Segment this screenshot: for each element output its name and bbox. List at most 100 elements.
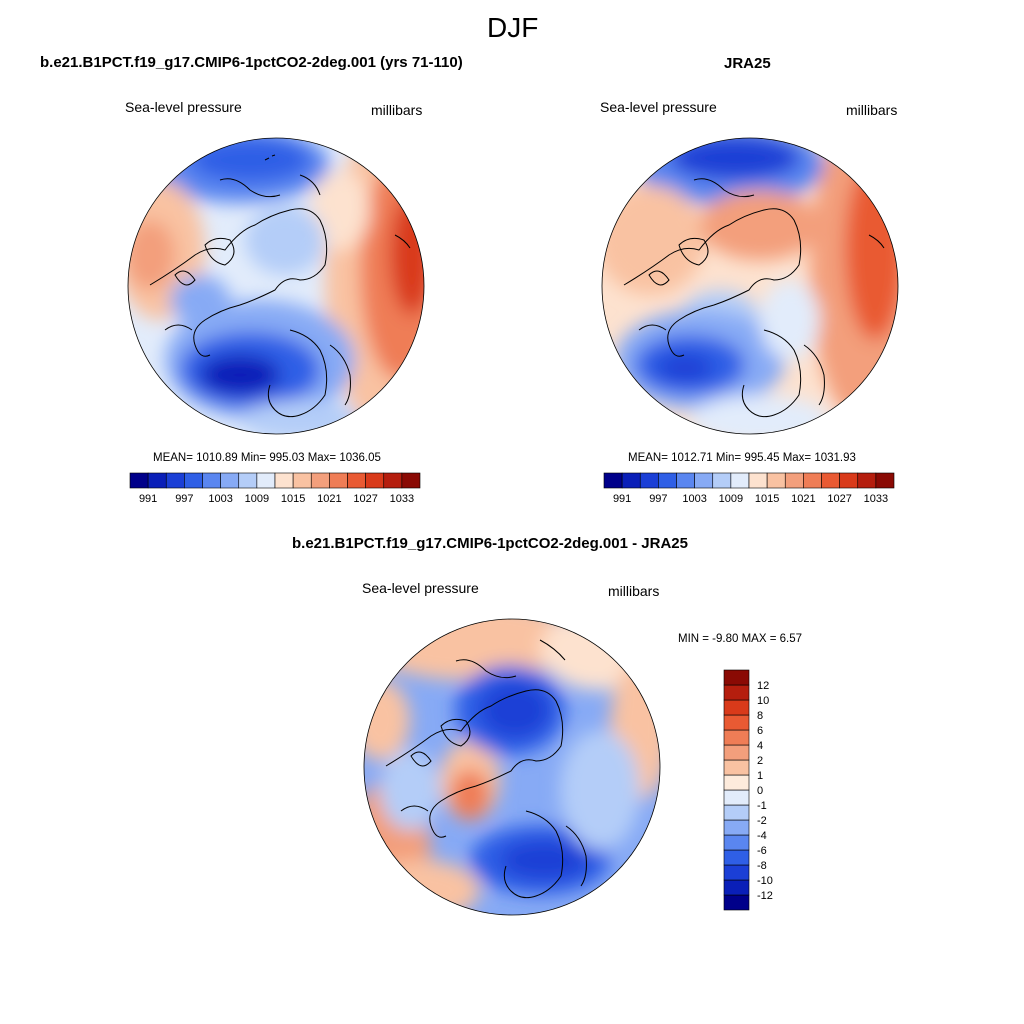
diff-colorbar-swatch	[723, 804, 750, 821]
obs-colorbar-label: 1009	[719, 493, 743, 505]
diff-colorbar-swatch	[723, 789, 750, 806]
model-colorbar-label: 1009	[245, 493, 269, 505]
diff-colorbar-swatch	[723, 684, 750, 701]
obs-colorbar-swatch	[875, 472, 895, 489]
obs-colorbar-swatch	[784, 472, 804, 489]
diff-colorbar-swatch	[723, 699, 750, 716]
obs-colorbar-swatch	[821, 472, 840, 489]
page-title: DJF	[487, 12, 539, 43]
obs-colorbar-swatch	[766, 472, 786, 489]
model-colorbar-label: 1003	[208, 493, 232, 505]
obs-colorbar-swatch	[639, 472, 659, 489]
obs-colorbar-swatch	[748, 472, 768, 489]
obs-units-label: millibars	[846, 102, 898, 118]
obs-stats: MEAN= 1012.71 Min= 995.45 Max= 1031.93	[628, 452, 856, 464]
model-colorbar-label: 1021	[317, 493, 341, 505]
diff-colorbar-label: -2	[757, 815, 767, 827]
diff-colorbar-swatch	[723, 759, 750, 776]
model-colorbar-label: 1027	[353, 493, 377, 505]
obs-colorbar-swatch	[694, 472, 714, 489]
obs-colorbar-swatch	[803, 472, 822, 489]
diff-colorbar-label: 1	[757, 770, 763, 782]
diff-colorbar-swatch	[723, 774, 750, 791]
diff-colorbar-label: 12	[757, 680, 769, 692]
model-slp-map	[127, 137, 425, 435]
model-colorbar-label: 1015	[281, 493, 305, 505]
model-colorbar-label: 991	[139, 493, 157, 505]
obs-colorbar-label: 991	[613, 493, 631, 505]
diff-units-label: millibars	[608, 583, 660, 599]
diff-colorbar-label: 6	[757, 725, 763, 737]
model-colorbar-label: 997	[175, 493, 193, 505]
model-colorbar-swatch	[365, 472, 385, 489]
model-colorbar-swatch	[220, 472, 240, 489]
obs-colorbar-label: 1021	[791, 493, 815, 505]
model-colorbar-swatch	[129, 472, 149, 489]
model-colorbar: 991 997 1003 1009 1015 1021 1027 1033	[129, 472, 421, 505]
diff-colorbar-swatch	[723, 834, 750, 851]
diff-slp-map	[363, 618, 661, 916]
diff-colorbar-swatch	[723, 894, 750, 911]
diff-colorbar-label: -6	[757, 845, 767, 857]
model-colorbar-swatch	[329, 472, 348, 489]
diff-colorbar-label: -1	[757, 800, 767, 812]
diff-colorbar-label: -12	[757, 890, 773, 902]
model-variable-label: Sea-level pressure	[125, 99, 242, 115]
model-colorbar-swatch	[202, 472, 221, 489]
model-colorbar-swatch	[292, 472, 312, 489]
obs-slp-map	[601, 137, 899, 435]
model-colorbar-swatch	[347, 472, 366, 489]
diff-colorbar-label: -8	[757, 860, 767, 872]
diff-colorbar-swatch	[723, 669, 750, 686]
diff-colorbar-label: 2	[757, 755, 763, 767]
model-colorbar-swatch	[184, 472, 203, 489]
diff-colorbar-swatch	[723, 849, 750, 866]
diff-stats: MIN = -9.80 MAX = 6.57	[678, 633, 803, 645]
obs-colorbar-label: 1015	[755, 493, 779, 505]
model-panel-header: b.e21.B1PCT.f19_g17.CMIP6-1pctCO2-2deg.0…	[40, 54, 463, 71]
obs-colorbar: 991 997 1003 1009 1015 1021 1027 1033	[603, 472, 895, 505]
diff-colorbar-label: -4	[757, 830, 767, 842]
obs-colorbar-swatch	[603, 472, 623, 489]
model-colorbar-swatch	[256, 472, 276, 489]
obs-colorbar-swatch	[658, 472, 677, 489]
diff-variable-label: Sea-level pressure	[362, 580, 479, 596]
model-colorbar-swatch	[310, 472, 330, 489]
obs-panel-header: JRA25	[724, 55, 771, 72]
diff-colorbar-swatch	[723, 714, 750, 731]
diff-colorbar-swatch	[723, 729, 750, 746]
model-colorbar-label: 1033	[390, 493, 414, 505]
obs-variable-label: Sea-level pressure	[600, 99, 717, 115]
model-stats: MEAN= 1010.89 Min= 995.03 Max= 1036.05	[153, 452, 381, 464]
diff-colorbar-label: 8	[757, 710, 763, 722]
model-colorbar-swatch	[165, 472, 185, 489]
diff-colorbar-label: 4	[757, 740, 763, 752]
model-colorbar-swatch	[401, 472, 421, 489]
model-colorbar-swatch	[147, 472, 167, 489]
diff-colorbar-swatch	[723, 819, 750, 836]
diff-colorbar-swatch	[723, 879, 750, 896]
model-colorbar-swatch	[274, 472, 294, 489]
model-colorbar-swatch	[238, 472, 258, 489]
obs-colorbar-swatch	[730, 472, 750, 489]
diff-colorbar-swatch	[723, 744, 750, 761]
diff-colorbar-label: -10	[757, 875, 773, 887]
diff-colorbar-swatch	[723, 864, 750, 881]
model-units-label: millibars	[371, 102, 423, 118]
diff-panel-header: b.e21.B1PCT.f19_g17.CMIP6-1pctCO2-2deg.0…	[292, 535, 688, 552]
obs-colorbar-swatch	[857, 472, 877, 489]
obs-colorbar-swatch	[712, 472, 732, 489]
obs-colorbar-label: 997	[649, 493, 667, 505]
diff-colorbar-label: 0	[757, 785, 763, 797]
obs-colorbar-label: 1027	[827, 493, 851, 505]
model-colorbar-swatch	[383, 472, 403, 489]
diff-colorbar-label: 10	[757, 695, 769, 707]
obs-colorbar-swatch	[839, 472, 859, 489]
obs-colorbar-label: 1003	[682, 493, 706, 505]
obs-colorbar-label: 1033	[864, 493, 888, 505]
obs-colorbar-swatch	[621, 472, 641, 489]
obs-colorbar-swatch	[676, 472, 695, 489]
